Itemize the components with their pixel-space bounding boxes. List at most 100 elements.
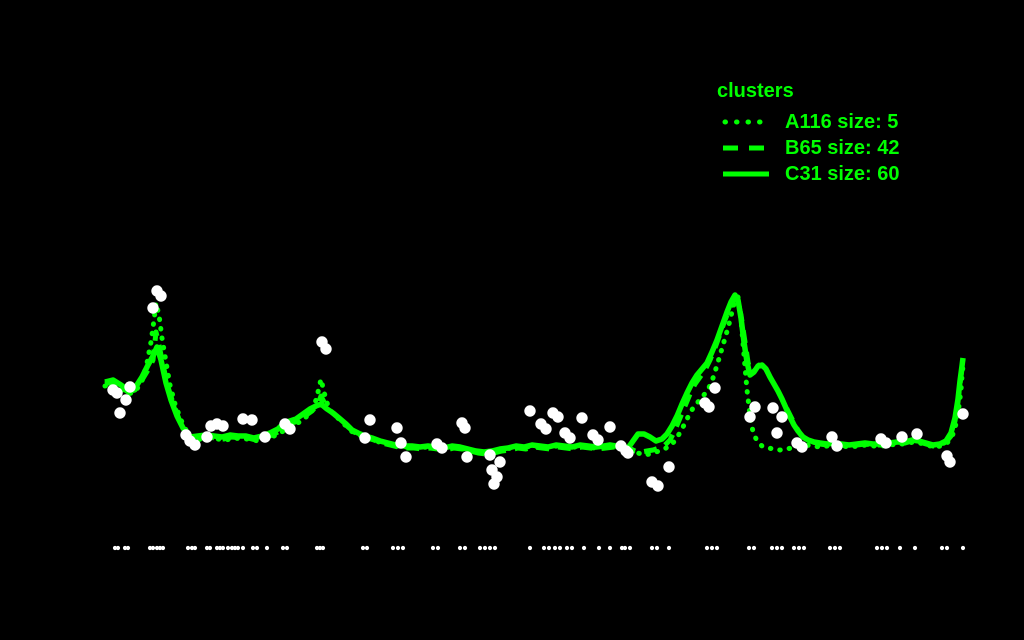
rug-point [774,545,780,551]
rug-point [217,545,223,551]
rug-point [897,545,903,551]
data-point [831,440,843,452]
rug-point [147,545,153,551]
rug-point [827,545,833,551]
rug-point [225,545,231,551]
data-point [155,290,167,302]
rug-point [874,545,880,551]
rug-point [596,545,602,551]
rug-point [527,545,533,551]
rug-point [122,545,128,551]
rug-point [746,545,752,551]
legend: clusters A116 size: 5 B65 size: 42 C31 s… [713,80,900,187]
data-point [320,343,332,355]
dotted-line-key-icon [722,119,769,125]
data-point [391,422,403,434]
rug-point [704,545,710,551]
rug-point [235,545,241,551]
data-point [459,422,471,434]
cluster-line-b65 [104,295,966,457]
rug-point [879,545,885,551]
rug-point [769,545,775,551]
data-point [744,411,756,423]
data-point [826,431,838,443]
rug-point [801,545,807,551]
rug-point [115,545,121,551]
data-point [364,414,376,426]
rug-point [939,545,945,551]
rug-point [254,545,260,551]
rug-point [364,545,370,551]
rug-point [569,545,575,551]
rug-point [912,545,918,551]
rug-point [204,545,210,551]
rug-point [581,545,587,551]
rug-point [157,545,163,551]
data-point [124,381,136,393]
data-point [576,412,588,424]
rug-point [622,545,628,551]
rug-point [150,545,156,551]
data-point [652,480,664,492]
rug-point [125,545,131,551]
cluster-line-a116 [102,294,966,458]
data-point [552,411,564,423]
rug-point [837,545,843,551]
rug-point [395,545,401,551]
data-point [880,437,892,449]
rug-point [207,545,213,551]
rug-point [317,545,323,551]
rug-point [457,545,463,551]
rug-point [779,545,785,551]
rug-point [944,545,950,551]
rug-point [154,545,160,551]
rug-point [654,545,660,551]
rug-point [462,545,468,551]
rug-point [487,545,493,551]
data-point [896,431,908,443]
rug-point [791,545,797,551]
data-point [494,456,506,468]
legend-label-c31: C31 size: 60 [785,162,900,185]
data-point [461,451,473,463]
legend-item-c31: C31 size: 60 [713,161,900,187]
data-point [189,439,201,451]
data-point [201,431,213,443]
data-point [524,405,536,417]
rug-point [280,545,286,551]
rug-point [751,545,757,551]
rug-point [264,545,270,551]
data-point [564,432,576,444]
rug-point [435,545,441,551]
rug-point [220,545,226,551]
data-point [217,420,229,432]
data-point [436,442,448,454]
rug-point [160,545,166,551]
rug-point [884,545,890,551]
rug-point [214,545,220,551]
legend-item-b65: B65 size: 42 [713,135,900,161]
rug-point [185,545,191,551]
rug-point [709,545,715,551]
data-point [540,423,552,435]
rug-point [796,545,802,551]
legend-label-a116: A116 size: 5 [785,110,899,133]
data-point [114,407,126,419]
data-point [400,451,412,463]
data-point [776,411,788,423]
rug-point [546,545,552,551]
solid-line-key-icon [723,171,769,177]
rug-point [649,545,655,551]
rug-point [482,545,488,551]
rug-point [240,545,246,551]
rug-point [607,545,613,551]
rug-point [714,545,720,551]
rug-point [189,545,195,551]
rug-point [232,545,238,551]
data-point [284,423,296,435]
rug-point [250,545,256,551]
data-point [771,427,783,439]
data-point [604,421,616,433]
legend-item-a116: A116 size: 5 [713,109,900,135]
